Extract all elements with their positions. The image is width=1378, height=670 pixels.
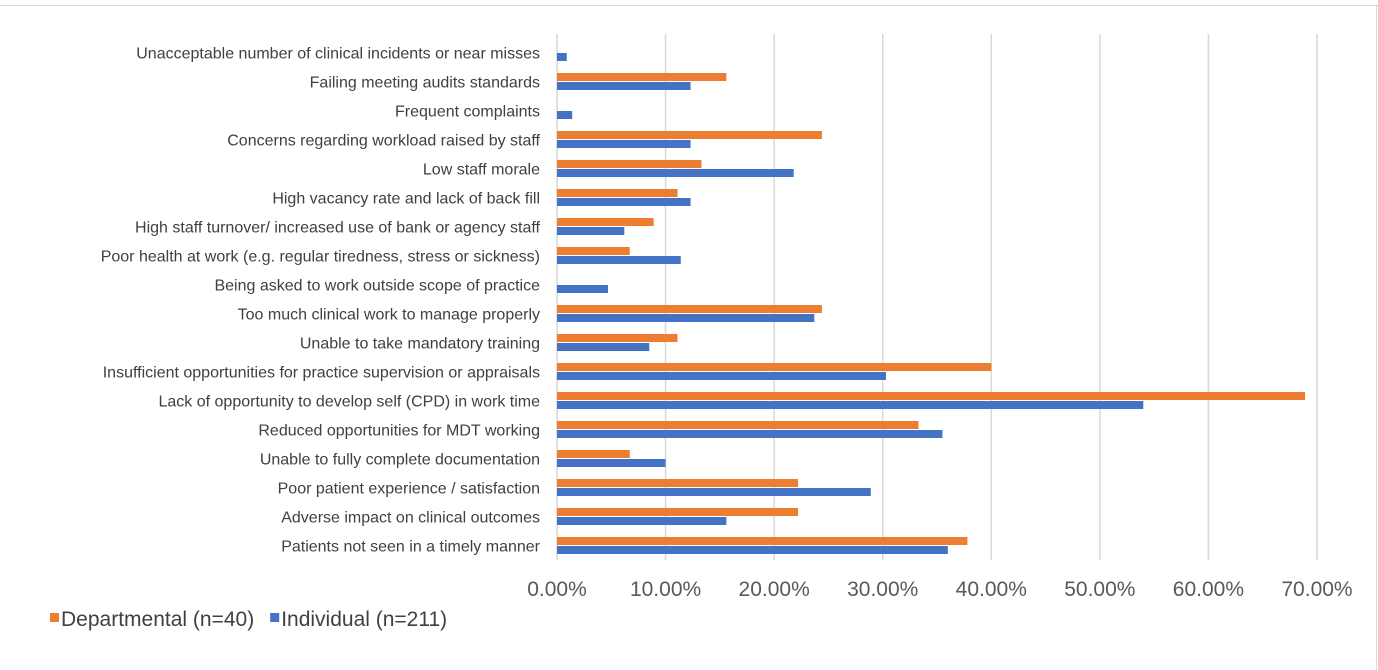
bars	[557, 53, 1306, 554]
legend: Departmental (n=40) Individual (n=211)	[50, 608, 447, 631]
category-label: Lack of opportunity to develop self (CPD…	[159, 394, 541, 411]
bar-departmental	[557, 305, 822, 313]
bar-departmental	[557, 363, 992, 371]
category-label: High vacancy rate and lack of back fill	[272, 191, 540, 208]
bar-departmental	[557, 421, 919, 429]
legend-label: Departmental (n=40)	[61, 608, 254, 631]
x-tick-label: 0.00%	[527, 578, 587, 601]
bar-individual	[557, 372, 886, 380]
category-label: Patients not seen in a timely manner	[281, 539, 540, 556]
category-label: Unable to take mandatory training	[300, 336, 540, 353]
x-tick-label: 20.00%	[739, 578, 810, 601]
category-label: Frequent complaints	[395, 104, 540, 121]
category-label: Reduced opportunities for MDT working	[258, 423, 540, 440]
category-labels: Unacceptable number of clinical incident…	[101, 46, 541, 556]
bar-departmental	[557, 508, 799, 516]
category-label: Unable to fully complete documentation	[260, 452, 540, 469]
bar-departmental	[557, 160, 702, 168]
bar-individual	[557, 53, 567, 61]
bar-departmental	[557, 392, 1306, 400]
category-label: Concerns regarding workload raised by st…	[227, 133, 540, 150]
bar-departmental	[557, 537, 968, 545]
bar-individual	[557, 169, 794, 177]
category-label: Too much clinical work to manage properl…	[238, 307, 540, 324]
bar-departmental	[557, 334, 678, 342]
bar-departmental	[557, 247, 630, 255]
chart-frame	[0, 5, 1378, 670]
category-label: Adverse impact on clinical outcomes	[281, 510, 540, 527]
legend-label: Individual (n=211)	[281, 608, 447, 631]
category-label: Poor health at work (e.g. regular tiredn…	[101, 249, 540, 266]
bar-departmental	[557, 479, 799, 487]
bar-individual	[557, 140, 691, 148]
bar-departmental	[557, 73, 727, 81]
bar-individual	[557, 488, 871, 496]
category-label: Failing meeting audits standards	[310, 75, 540, 92]
bar-individual	[557, 401, 1144, 409]
category-label: Low staff morale	[423, 162, 540, 179]
category-label: High staff turnover/ increased use of ba…	[135, 220, 541, 237]
gridlines	[556, 34, 1318, 560]
category-label: Poor patient experience / satisfaction	[278, 481, 540, 498]
legend-swatch	[50, 613, 59, 622]
bar-individual	[557, 198, 691, 206]
bar-departmental	[557, 218, 654, 226]
bar-individual	[557, 343, 650, 351]
x-tick-label: 50.00%	[1064, 578, 1135, 601]
bar-individual	[557, 111, 573, 119]
category-label: Insufficient opportunities for practice …	[103, 365, 540, 382]
x-axis-tick-labels: 0.00% 10.00% 20.00% 30.00% 40.00% 50.00% 60.00…	[527, 578, 1352, 601]
legend-swatch	[270, 613, 280, 622]
bar-individual	[557, 82, 691, 90]
bar-individual	[557, 546, 948, 554]
x-tick-label: 40.00%	[956, 578, 1027, 601]
bar-individual	[557, 256, 681, 264]
bar-individual	[557, 517, 727, 525]
category-label: Being asked to work outside scope of pra…	[214, 278, 540, 295]
x-tick-label: 60.00%	[1173, 578, 1244, 601]
bar-individual	[557, 430, 943, 438]
x-tick-label: 10.00%	[630, 578, 701, 601]
bar-individual	[557, 314, 815, 322]
bar-departmental	[557, 450, 630, 458]
x-tick-label: 30.00%	[847, 578, 918, 601]
category-label: Unacceptable number of clinical incident…	[136, 46, 540, 63]
x-tick-label: 70.00%	[1281, 578, 1352, 601]
bar-departmental	[557, 189, 678, 197]
bar-individual	[557, 285, 609, 293]
bar-individual	[557, 459, 666, 467]
bar-departmental	[557, 131, 822, 139]
bar-individual	[557, 227, 625, 235]
